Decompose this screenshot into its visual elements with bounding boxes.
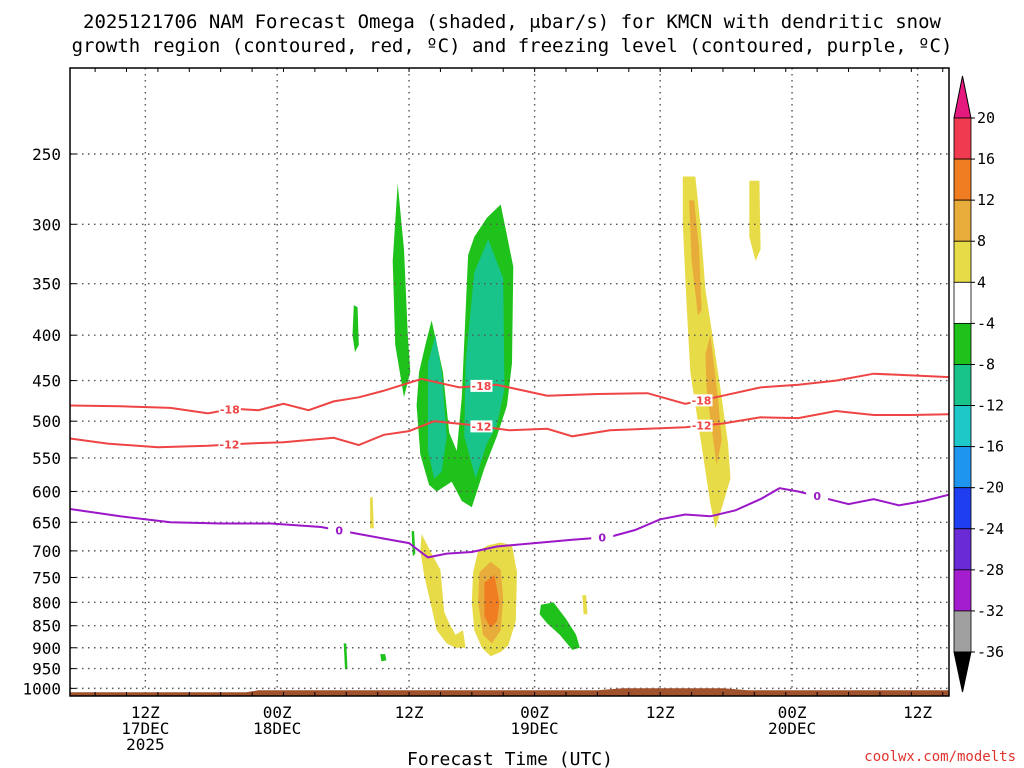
colorbar-swatch-5 xyxy=(953,322,972,365)
x-tick-label-1-1: 18DEC xyxy=(253,719,301,738)
x-tick-label-5-1: 20DEC xyxy=(768,719,816,738)
contour-label--18-2: -18 xyxy=(692,394,712,407)
x-tick-label-0-0: 12Z xyxy=(131,703,160,722)
y-tick-label-750: 750 xyxy=(32,568,61,587)
colorbar-label-10: -24 xyxy=(977,520,1004,538)
y-tick-label-550: 550 xyxy=(32,449,61,468)
y-tick-label-700: 700 xyxy=(32,542,61,561)
omega-region-6 xyxy=(539,602,580,650)
y-tick-label-250: 250 xyxy=(32,145,61,164)
colorbar-label-2: 12 xyxy=(977,191,995,209)
colorbar-swatch-8 xyxy=(953,446,972,489)
colorbar-label-5: -4 xyxy=(977,314,995,332)
colorbar-swatch-3 xyxy=(953,240,972,283)
contour-label-bg xyxy=(806,490,829,503)
y-tick-label-600: 600 xyxy=(32,482,61,501)
chart-title-line2: growth region (contoured, red, ºC) and f… xyxy=(72,35,953,57)
credit-text: coolwx.com/modelts xyxy=(864,749,1016,765)
contour-label-bg xyxy=(690,394,713,407)
colorbar-label-0: 20 xyxy=(977,109,995,127)
contour-label--12-0: -12 xyxy=(220,439,240,452)
y-tick-label-800: 800 xyxy=(32,593,61,612)
colorbar-label-1: 16 xyxy=(977,150,995,168)
y-tick-label-350: 350 xyxy=(32,275,61,294)
contour-label-bg xyxy=(591,531,614,544)
colorbar-label-7: -12 xyxy=(977,397,1004,415)
x-tick-label-0-1: 17DEC xyxy=(121,719,169,738)
colorbar-bottom-arrow xyxy=(953,651,972,693)
y-tick-label-900: 900 xyxy=(32,639,61,658)
x-tick-label-3-0: 00Z xyxy=(520,703,549,722)
colorbar-label-9: -20 xyxy=(977,479,1004,497)
omega-region-4 xyxy=(464,239,505,479)
x-tick-label-6-0: 12Z xyxy=(903,703,932,722)
omega-region-8 xyxy=(380,654,387,662)
omega-region-0 xyxy=(392,183,411,398)
omega-region-7 xyxy=(343,643,348,670)
colorbar-label-3: 8 xyxy=(977,232,986,250)
omega-region-14 xyxy=(689,200,702,316)
contour-label-0-0: 0 xyxy=(335,524,343,537)
contour-label-bg xyxy=(328,524,351,537)
omega-region-15 xyxy=(705,335,722,465)
colorbar-swatch-1 xyxy=(953,158,972,201)
colorbar-swatch-7 xyxy=(953,405,972,448)
colorbar-label-4: 4 xyxy=(977,273,986,291)
x-tick-label-3-1: 19DEC xyxy=(511,719,559,738)
y-tick-label-650: 650 xyxy=(32,513,61,532)
x-tick-label-0-2: 2025 xyxy=(126,735,165,754)
plot-frame xyxy=(69,67,950,697)
contour-label--12-2: -12 xyxy=(692,420,712,433)
colorbar-swatch-9 xyxy=(953,487,972,530)
colorbar-label-6: -8 xyxy=(977,355,995,373)
contour-label-bg xyxy=(218,438,241,451)
colorbar-swatch-10 xyxy=(953,528,972,571)
x-axis-label: Forecast Time (UTC) xyxy=(407,749,613,768)
omega-region-16 xyxy=(749,180,761,261)
colorbar-top-arrow xyxy=(953,75,972,119)
y-tick-label-1000: 1000 xyxy=(22,679,61,698)
contour--12 xyxy=(69,409,950,449)
colorbar-label-13: -36 xyxy=(977,643,1004,661)
colorbar-swatch-4 xyxy=(953,281,972,324)
contour-label-0-2: 0 xyxy=(813,490,821,503)
y-tick-label-300: 300 xyxy=(32,215,61,234)
colorbar-swatch-2 xyxy=(953,199,972,242)
y-tick-label-500: 500 xyxy=(32,412,61,431)
x-tick-label-5-0: 00Z xyxy=(778,703,807,722)
y-tick-label-450: 450 xyxy=(32,372,61,391)
omega-region-12 xyxy=(582,595,588,615)
omega-region-9 xyxy=(370,496,374,529)
omega-region-18 xyxy=(484,574,500,628)
contour-label--18-0: -18 xyxy=(220,403,240,416)
contour-label-bg xyxy=(690,419,713,432)
colorbar-swatch-6 xyxy=(953,364,972,406)
colorbar-label-12: -32 xyxy=(977,602,1004,620)
contour-label-bg xyxy=(470,379,493,392)
contour-label--18-1: -18 xyxy=(472,380,492,393)
terrain-ground xyxy=(70,688,949,696)
y-tick-label-400: 400 xyxy=(32,326,61,345)
omega-region-3 xyxy=(427,335,447,479)
colorbar-label-11: -28 xyxy=(977,561,1004,579)
contour-label--12-1: -12 xyxy=(472,420,492,433)
colorbar-swatch-0 xyxy=(953,117,972,160)
x-tick-label-1-0: 00Z xyxy=(263,703,292,722)
omega-region-1 xyxy=(352,305,359,353)
colorbar-swatch-12 xyxy=(953,610,972,653)
contour-label-bg xyxy=(470,420,493,433)
y-tick-label-850: 850 xyxy=(32,617,61,636)
omega-region-10 xyxy=(420,534,466,648)
chart-title-line1: 2025121706 NAM Forecast Omega (shaded, μ… xyxy=(83,11,941,33)
colorbar-label-8: -16 xyxy=(977,438,1004,456)
x-tick-label-2-0: 12Z xyxy=(395,703,424,722)
y-tick-label-950: 950 xyxy=(32,660,61,679)
x-tick-label-4-0: 12Z xyxy=(646,703,675,722)
colorbar-swatch-11 xyxy=(953,569,972,612)
omega-region-5 xyxy=(411,531,416,557)
contour-label-0-1: 0 xyxy=(598,531,606,544)
contour-label-bg xyxy=(218,403,241,416)
